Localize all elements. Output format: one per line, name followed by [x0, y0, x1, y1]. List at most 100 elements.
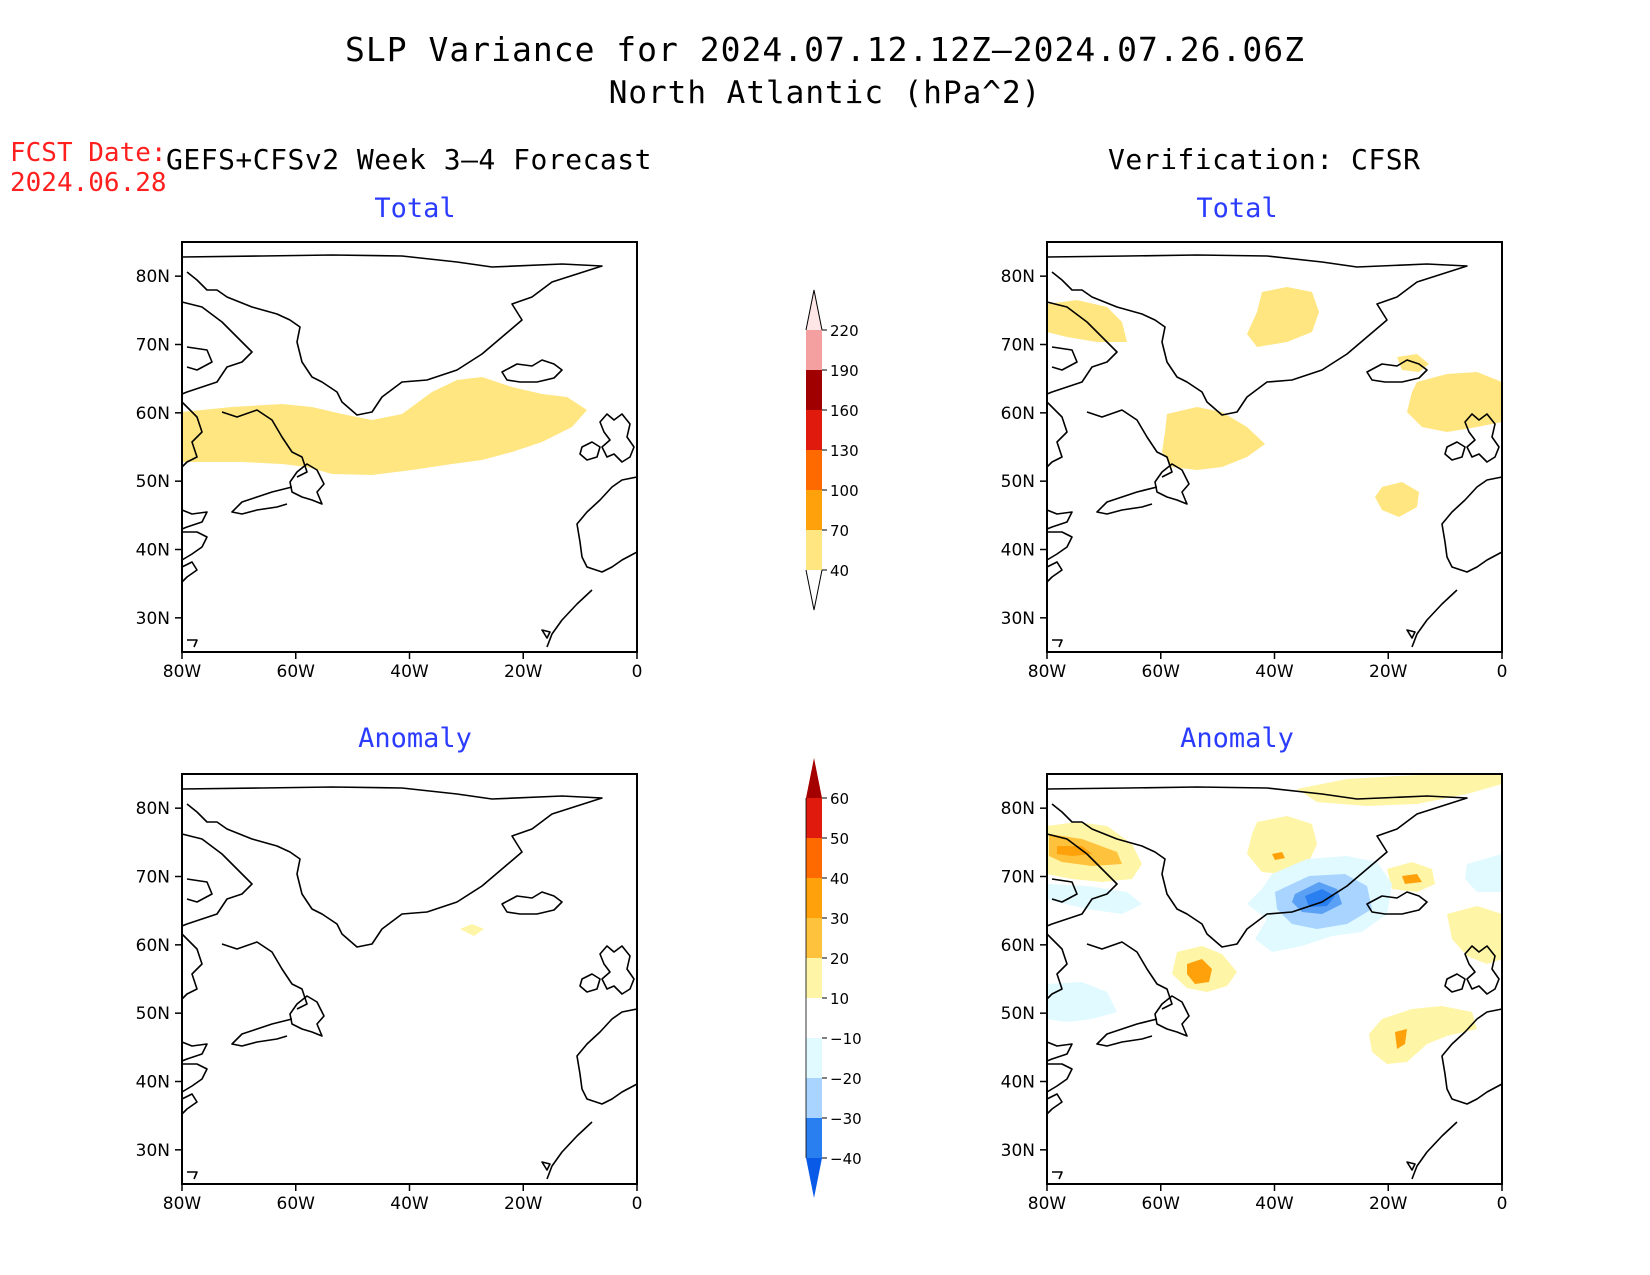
lat-label: 80N — [136, 799, 170, 819]
forecast-date-label: FCST Date: — [10, 138, 167, 168]
forecast-total-axes: 80N 70N 60N 50N 40N 30N 80W 60W 40W 20W 0 — [136, 267, 643, 682]
lon-label: 20W — [1369, 662, 1408, 682]
colorbar-label: 30 — [830, 910, 849, 928]
lon-label: 40W — [390, 662, 429, 682]
verification-anomaly-title: Anomaly — [1180, 723, 1294, 754]
lat-label: 70N — [1001, 336, 1035, 356]
lat-label: 30N — [136, 609, 170, 629]
colorbar-box — [806, 370, 822, 410]
colorbar-label: 60 — [830, 790, 849, 808]
colorbar-box — [806, 998, 822, 1038]
lon-label: 60W — [1142, 662, 1181, 682]
lat-label: 80N — [1001, 799, 1035, 819]
colorbar-label: 40 — [830, 870, 849, 888]
verification-total-title: Total — [1196, 193, 1278, 224]
colorbar-label: 220 — [830, 322, 859, 340]
colorbar-top-arrow — [805, 289, 823, 331]
colorbar-box — [806, 918, 822, 958]
lon-label: 20W — [504, 1194, 543, 1214]
verification-anomaly-panel: 80N 70N 60N 50N 40N 30N 80W 60W 40W 20W 0 — [1001, 773, 1508, 1214]
lon-label: 20W — [1369, 1194, 1408, 1214]
verification-total-shading — [1047, 287, 1502, 517]
colorbar-bottom-arrow — [805, 569, 823, 611]
colorbar-box — [806, 330, 822, 370]
colorbar-box — [806, 1038, 822, 1078]
colorbar-label: 20 — [830, 950, 849, 968]
forecast-total-panel: 80N 70N 60N 50N 40N 30N 80W 60W 40W 20W 0 — [136, 241, 643, 682]
lat-label: 70N — [136, 336, 170, 356]
colorbar-box — [806, 838, 822, 878]
lat-label: 40N — [136, 541, 170, 561]
lon-label: 0 — [632, 1194, 643, 1214]
lat-label: 60N — [1001, 936, 1035, 956]
lon-label: 0 — [1497, 662, 1508, 682]
verification-total-panel: 80N 70N 60N 50N 40N 30N 80W 60W 40W 20W 0 — [1001, 241, 1508, 682]
verification-anomaly-shading — [1047, 774, 1502, 1064]
lat-label: 30N — [136, 1141, 170, 1161]
lat-label: 80N — [1001, 267, 1035, 287]
forecast-anomaly-title: Anomaly — [358, 723, 472, 754]
lat-label: 60N — [136, 936, 170, 956]
colorbar-box — [806, 450, 822, 490]
colorbar-label: 10 — [830, 990, 849, 1008]
lon-label: 80W — [1028, 662, 1067, 682]
lon-label: 80W — [163, 1194, 202, 1214]
lat-label: 60N — [136, 404, 170, 424]
forecast-date-value: 2024.06.28 — [10, 168, 167, 198]
total-colorbar: 220 190 160 130 100 70 40 — [805, 289, 859, 611]
colorbar-label: 70 — [830, 522, 849, 540]
colorbar-box — [806, 1078, 822, 1118]
colorbar-label: 100 — [830, 482, 859, 500]
colorbar-label: −10 — [830, 1030, 862, 1048]
lat-label: 50N — [136, 472, 170, 492]
colorbar-top-arrow — [806, 758, 822, 798]
lat-label: 30N — [1001, 609, 1035, 629]
forecast-anomaly-panel: 80N 70N 60N 50N 40N 30N 80W 60W 40W 20W 0 — [136, 773, 643, 1214]
colorbar-box — [806, 958, 822, 998]
colorbar-label: 130 — [830, 442, 859, 460]
verification-total-axes: 80N 70N 60N 50N 40N 30N 80W 60W 40W 20W 0 — [1001, 267, 1508, 682]
colorbar-label: −30 — [830, 1110, 862, 1128]
lat-label: 50N — [136, 1004, 170, 1024]
lon-label: 60W — [277, 662, 316, 682]
colorbar-label: 160 — [830, 402, 859, 420]
lon-label: 60W — [277, 1194, 316, 1214]
lat-label: 50N — [1001, 472, 1035, 492]
verification-column-header: Verification: CFSR — [1108, 143, 1421, 176]
lat-label: 40N — [1001, 541, 1035, 561]
lon-label: 20W — [504, 662, 543, 682]
colorbar-label: −20 — [830, 1070, 862, 1088]
lat-label: 80N — [136, 267, 170, 287]
colorbar-box — [806, 878, 822, 918]
lon-label: 80W — [1028, 1194, 1067, 1214]
colorbar-box — [806, 530, 822, 570]
lat-label: 30N — [1001, 1141, 1035, 1161]
lat-label: 70N — [1001, 868, 1035, 888]
forecast-anomaly-shading — [460, 924, 484, 936]
anomaly-colorbar: 60 50 40 30 20 10 −10 −20 −30 −40 — [805, 758, 862, 1198]
colorbar-box — [806, 490, 822, 530]
colorbar-box — [806, 410, 822, 450]
lon-label: 40W — [1255, 662, 1294, 682]
lon-label: 0 — [632, 662, 643, 682]
colorbar-label: 190 — [830, 362, 859, 380]
lon-label: 0 — [1497, 1194, 1508, 1214]
main-subtitle: North Atlantic (hPa^2) — [608, 75, 1042, 111]
forecast-total-shading — [182, 377, 587, 475]
lon-label: 80W — [163, 662, 202, 682]
forecast-anomaly-axes: 80N 70N 60N 50N 40N 30N 80W 60W 40W 20W 0 — [136, 799, 643, 1214]
lat-label: 50N — [1001, 1004, 1035, 1024]
main-title: SLP Variance for 2024.07.12.12Z–2024.07.… — [345, 30, 1305, 69]
colorbar-box — [806, 1118, 822, 1158]
forecast-total-title: Total — [374, 193, 456, 224]
colorbar-box — [806, 798, 822, 838]
colorbar-label: 50 — [830, 830, 849, 848]
colorbar-bottom-arrow — [806, 1158, 822, 1198]
lon-label: 40W — [1255, 1194, 1294, 1214]
colorbar-label: 40 — [830, 562, 849, 580]
lat-label: 60N — [1001, 404, 1035, 424]
lat-label: 40N — [1001, 1073, 1035, 1093]
colorbar-label: −40 — [830, 1150, 862, 1168]
lon-label: 40W — [390, 1194, 429, 1214]
